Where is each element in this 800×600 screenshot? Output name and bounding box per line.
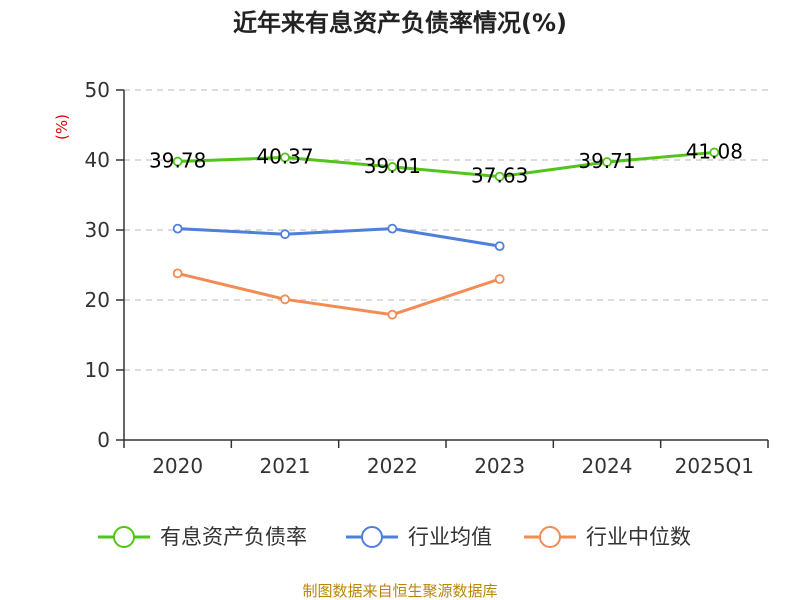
- axes: [123, 90, 768, 441]
- y-tick-label: 20: [85, 288, 110, 312]
- data-label: 41.08: [686, 139, 743, 163]
- series-line-1: [176, 227, 502, 248]
- data-point: [387, 162, 398, 172]
- x-tick-label: 2023: [474, 454, 525, 478]
- data-point: [602, 157, 612, 167]
- data-point: [280, 152, 290, 163]
- data-point: [172, 223, 183, 234]
- legend-marker: [361, 526, 383, 548]
- y-tick-label: 10: [85, 358, 110, 382]
- data-point: [172, 156, 183, 167]
- x-tick-label: 2021: [260, 454, 311, 478]
- data-point: [172, 268, 183, 279]
- x-tick-label: 2020: [152, 454, 203, 478]
- data-point: [387, 223, 398, 234]
- data-point: [280, 229, 290, 240]
- data-point: [494, 274, 505, 284]
- x-tick-label: 2022: [367, 454, 418, 478]
- data-point: [494, 171, 505, 182]
- legend-marker: [113, 526, 135, 548]
- gridlines: [124, 89, 768, 371]
- series-line-0: [176, 150, 716, 179]
- x-axis-ticks: 2020 2021 2022 2023 2024 2025Q1: [123, 440, 769, 478]
- data-point: [280, 294, 290, 305]
- data-label: 40.37: [256, 144, 313, 168]
- data-label: 39.71: [578, 149, 635, 173]
- source-note: 制图数据来自恒生聚源数据库: [302, 582, 497, 600]
- y-tick-label: 50: [85, 78, 110, 102]
- legend-label: 行业均值: [408, 525, 492, 549]
- x-tick-label: 2024: [582, 454, 633, 478]
- y-tick-label: 0: [97, 428, 110, 452]
- legend-marker: [539, 526, 561, 548]
- data-label: 39.01: [364, 154, 421, 178]
- y-axis-unit: (%): [53, 114, 71, 140]
- series-line-2: [176, 271, 502, 317]
- y-tick-label: 30: [85, 218, 110, 242]
- legend-label: 有息资产负债率: [160, 525, 307, 549]
- legend-label: 行业中位数: [586, 525, 691, 549]
- data-label: 37.63: [471, 164, 528, 188]
- series-lines: [172, 147, 720, 320]
- data-point: [387, 309, 398, 320]
- data-point: [494, 241, 505, 252]
- data-labels: 39.78 40.37 39.01 37.63 39.71 41.08: [149, 139, 743, 187]
- data-label: 39.78: [149, 149, 206, 173]
- legend: 有息资产负债率 行业均值 行业中位数: [98, 525, 691, 549]
- x-tick-label: 2025Q1: [675, 454, 754, 478]
- data-point: [709, 147, 720, 158]
- y-tick-label: 40: [85, 148, 110, 172]
- chart-title: 近年来有息资产负债率情况(%): [233, 9, 567, 37]
- y-axis-ticks: 0 10 20 30 40 50: [85, 78, 124, 452]
